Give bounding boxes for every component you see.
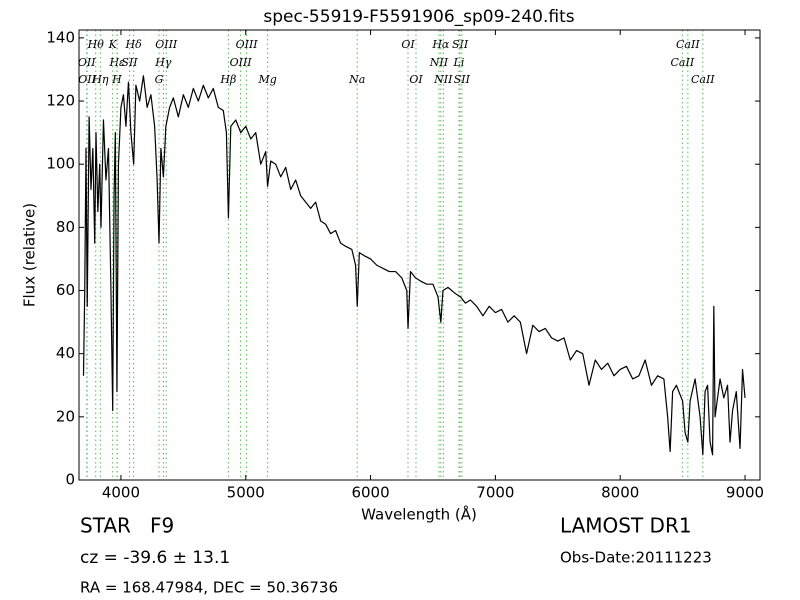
spectral-line-label: NII (433, 73, 453, 86)
spectral-line-label: OII (78, 73, 96, 86)
spectral-line-label: SII (121, 56, 138, 69)
y-tick-label: 100 (46, 155, 75, 173)
y-tick-label: 140 (46, 28, 75, 46)
spectral-line-label: OI (409, 73, 423, 86)
chart-title: spec-55919-F5591906_sp09-240.fits (263, 7, 574, 27)
survey: LAMOST DR1 (560, 514, 692, 538)
y-tick-label: 80 (56, 218, 75, 236)
spectral-line-label: OI (401, 38, 415, 51)
spectral-line-label: Hη (91, 73, 109, 86)
spectral-line-label: SII (454, 73, 471, 86)
spectral-line-label: Na (348, 73, 365, 86)
x-tick-label: 7000 (476, 484, 514, 502)
spectral-line-label: G (155, 73, 164, 86)
x-axis-label: Wavelength (Å) (361, 505, 477, 524)
y-tick-label: 0 (65, 471, 75, 489)
spectral-line-label: CaII (671, 56, 695, 69)
obs-date: Obs-Date:20111223 (560, 549, 712, 567)
spectral-line-label: Hθ (87, 38, 105, 51)
spectral-line-label: CaII (676, 38, 700, 51)
y-tick-label: 40 (56, 344, 75, 362)
spectral-line-label: Hγ (154, 56, 172, 69)
x-tick-label: 9000 (726, 484, 764, 502)
y-tick-label: 20 (56, 407, 75, 425)
x-tick-label: 5000 (227, 484, 265, 502)
spectral-line-label: Li (453, 56, 465, 69)
spectral-line-label: OIII (230, 56, 253, 69)
spectral-line-label: OIII (236, 38, 259, 51)
plot-frame (78, 29, 761, 481)
redshift: cz = -39.6 ± 13.1 (80, 548, 230, 568)
spectral-line-label: Mg (257, 73, 276, 86)
spectrum-line (82, 75, 746, 456)
x-tick-label: 6000 (351, 484, 389, 502)
x-tick-label: 8000 (601, 484, 639, 502)
y-axis-label: Flux (relative) (21, 203, 39, 307)
y-tick-label: 60 (56, 281, 75, 299)
spectral-line-label: Hδ (125, 38, 143, 51)
spectral-line-label: K (108, 38, 118, 51)
spectral-line-label: H (111, 73, 122, 86)
coordinates: RA = 168.47984, DEC = 50.36736 (80, 579, 338, 597)
spectral-line-label: NII (429, 56, 449, 69)
spectral-line-label: SII (452, 38, 469, 51)
spectral-line-label: OIII (155, 38, 178, 51)
spectral-line-label: Hβ (219, 73, 236, 86)
y-tick-label: 120 (46, 92, 75, 110)
spectral-line-label: Hα (431, 38, 450, 51)
x-tick-label: 4000 (102, 484, 140, 502)
spectral-line-label: CaII (691, 73, 715, 86)
object-class: STAR F9 (80, 514, 174, 538)
